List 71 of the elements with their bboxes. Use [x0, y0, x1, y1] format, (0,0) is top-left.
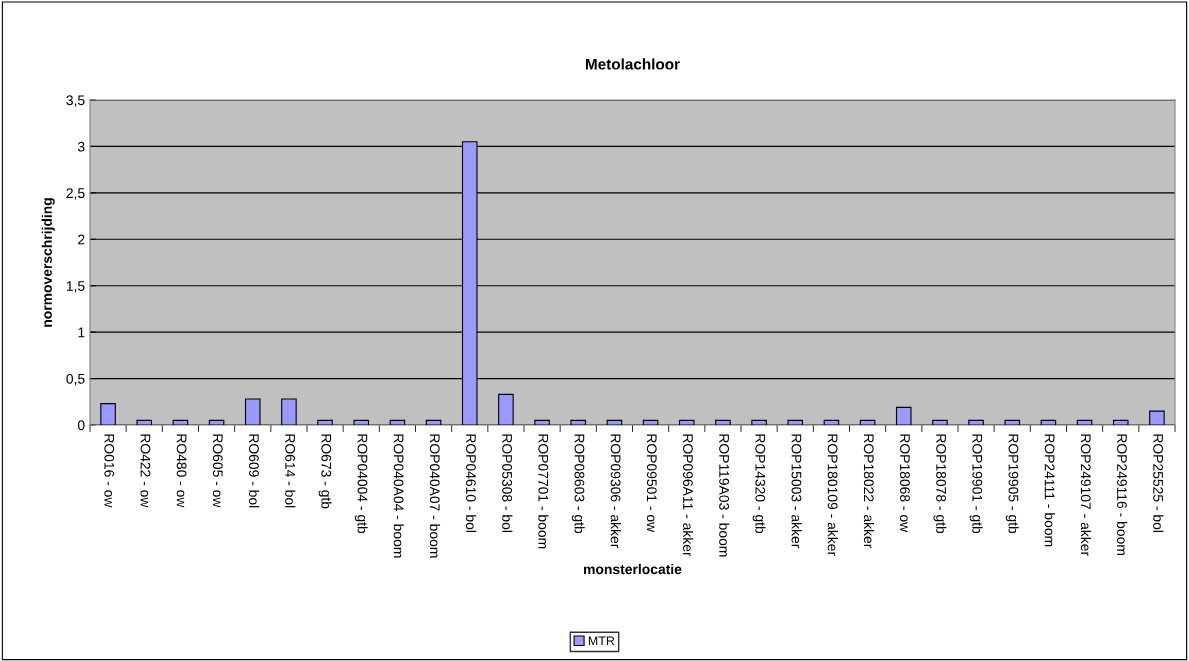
x-tick-label: ROP18068 - ow [900, 434, 910, 533]
bar [534, 419, 550, 425]
bar [715, 419, 731, 425]
bar [389, 419, 406, 425]
legend-label: MTR [588, 636, 615, 646]
x-tick-label: RO480 - ow [176, 434, 187, 508]
bar [1149, 410, 1165, 425]
x-tick-label: ROP119A03 - boom [719, 434, 730, 557]
x-tick-label: ROP24111 - boom [1044, 434, 1055, 547]
x-tick-label: RO609 - bol [249, 434, 260, 508]
x-tick-label: ROP180109 - akker [827, 434, 838, 556]
bar [823, 419, 840, 425]
x-tick-label: RO016 - ow [104, 434, 115, 508]
bar [678, 419, 695, 425]
bar [317, 419, 333, 425]
bar [244, 398, 261, 425]
bar [751, 419, 767, 425]
x-tick-label: ROP18078 - gtb [933, 434, 947, 534]
x-tick-label: ROP08603 - gtb [571, 434, 585, 534]
y-tick-label: 2 [78, 234, 85, 245]
x-axis-title: monsterlocatie [584, 563, 682, 575]
bar [100, 403, 116, 425]
x-tick-label: ROP25525 - bol [1153, 434, 1164, 532]
bar [353, 419, 370, 425]
bar [570, 419, 587, 425]
x-tick-label: RO673 - gtb [318, 434, 332, 509]
y-tick-label: 1,5 [66, 281, 85, 293]
bar [136, 419, 153, 425]
bar [859, 419, 876, 425]
bar [1076, 419, 1093, 425]
x-tick-label: ROP04610 - bol [466, 434, 477, 532]
x-tick-label: ROP14320 - gtb [752, 434, 766, 534]
y-tick-label: 2,5 [66, 188, 85, 200]
bar [172, 419, 189, 425]
y-tick-label: 0,5 [66, 373, 85, 386]
bar [208, 419, 225, 425]
bar [1112, 419, 1129, 425]
x-tick-label: ROP09501 - ow [646, 434, 657, 533]
bar [932, 419, 948, 425]
x-tick-label: ROP040A07 - boom [429, 434, 441, 558]
x-tick-label: ROP096A11 - akker [683, 434, 694, 557]
y-axis-title: normoverschrijding [41, 198, 55, 327]
bar [968, 419, 984, 425]
y-tick-label: 3 [77, 141, 85, 152]
x-tick-label: ROP19905 - gtb [1005, 434, 1019, 534]
chart-title: Metolachloor [585, 58, 680, 70]
bar [425, 419, 442, 425]
x-tick-label: RO422 - ow [140, 434, 151, 508]
x-tick-label: ROP07701 - boom [538, 434, 549, 549]
bar [606, 419, 623, 425]
x-tick-label: ROP09306 - akker [610, 434, 621, 549]
bar [895, 406, 912, 425]
bar [642, 419, 659, 425]
x-tick-label: ROP19901 - gtb [969, 434, 983, 534]
y-tick-label: 3,5 [66, 95, 85, 107]
x-tick-label: ROP05308 - bol [502, 434, 513, 532]
x-tick-label: ROP04004 - gtb [354, 434, 368, 534]
x-tick-label: RO605 - ow [212, 434, 223, 508]
x-tick-label: ROP18022 - akker [863, 434, 875, 549]
x-tick-label: ROP249116 - boom [1117, 434, 1128, 555]
x-tick-label: ROP249107 - akker [1080, 434, 1092, 556]
y-tick-label: 0 [77, 420, 85, 431]
x-tick-label: ROP15003 - akker [791, 434, 802, 549]
bar [281, 398, 297, 425]
x-tick-label: ROP040A04 - boom [393, 434, 404, 558]
bar [1004, 419, 1021, 425]
y-tick-label: 1 [78, 327, 85, 338]
bar [1040, 419, 1057, 425]
bar [787, 419, 804, 425]
x-tick-label: RO614 - bol [285, 434, 296, 508]
bar [498, 393, 514, 425]
